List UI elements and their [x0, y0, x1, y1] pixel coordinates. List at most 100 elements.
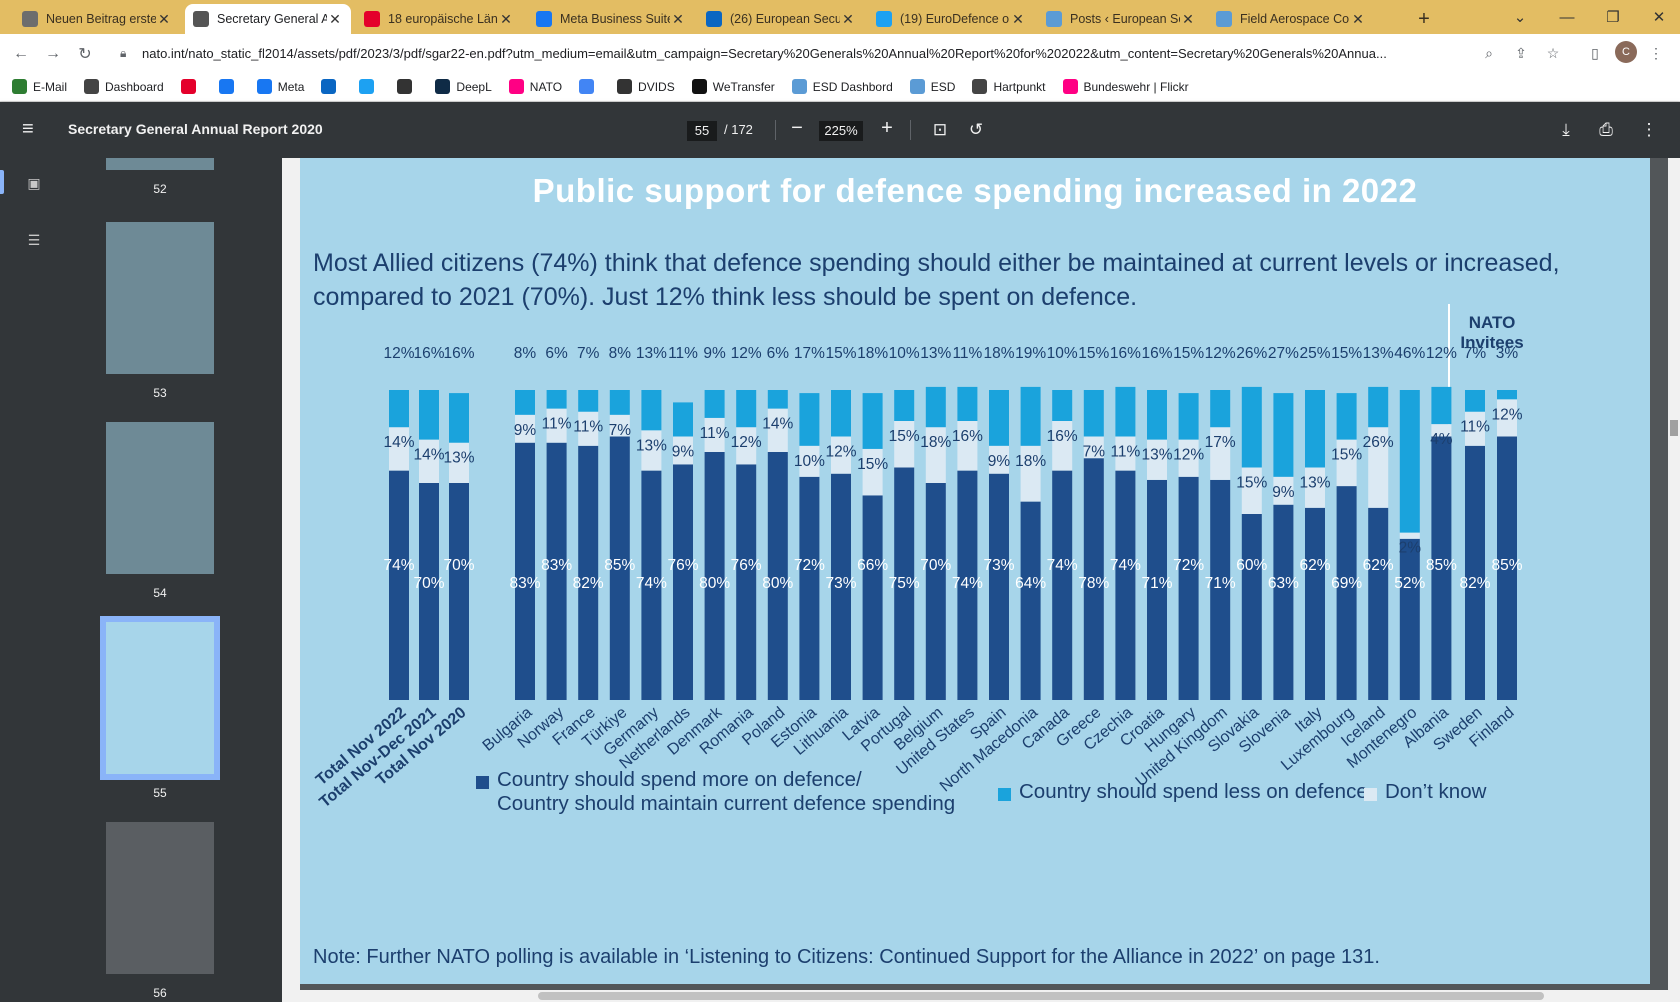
bar-dontknow: [578, 411, 599, 446]
minimize-icon[interactable]: —: [1559, 8, 1575, 26]
bar-dontknow: [389, 427, 409, 471]
bookmark-item[interactable]: Dashboard: [84, 79, 164, 94]
page-thumbnail[interactable]: [106, 158, 214, 170]
active-indicator: [0, 170, 4, 194]
zoom-in-icon[interactable]: +: [881, 117, 893, 139]
pdf-viewer[interactable]: Public support for defence spending incr…: [282, 158, 1680, 1002]
email-icon: [12, 79, 27, 94]
print-icon[interactable]: ⎙: [1599, 120, 1613, 139]
bookmark-item[interactable]: WeTransfer: [691, 79, 775, 94]
profile-avatar[interactable]: C: [1615, 41, 1637, 63]
bar-more: [1020, 501, 1041, 700]
sidebar-menu-icon[interactable]: ≡: [22, 118, 34, 140]
restore-icon[interactable]: ❐: [1606, 9, 1620, 26]
legend-more-label-2: Country should maintain current defence …: [497, 792, 956, 815]
close-tab-icon[interactable]: ✕: [842, 10, 854, 27]
bar-less: [767, 390, 788, 409]
bar-dontknow: [1273, 476, 1294, 505]
browser-toolbar: ← → ↻ 🔒︎ nato.int/nato_static_fl2014/ass…: [0, 34, 1680, 72]
close-tab-icon[interactable]: ✕: [1182, 10, 1194, 27]
bookmark-item[interactable]: [321, 79, 342, 94]
horizontal-scroll-thumb[interactable]: [538, 992, 1544, 1000]
document-title: Secretary General Annual Report 2020: [68, 121, 323, 137]
page-thumbnail[interactable]: [106, 422, 214, 574]
browser-tab[interactable]: Neuen Beitrag erstell ✕: [14, 4, 180, 34]
label-more: 85%: [604, 557, 635, 574]
browser-tab[interactable]: Field Aerospace Con ✕: [1208, 4, 1374, 34]
close-tab-icon[interactable]: ✕: [329, 10, 341, 27]
bookmark-item[interactable]: E-Mail: [12, 79, 67, 94]
close-tab-icon[interactable]: ✕: [1012, 10, 1024, 27]
bar-more: [894, 467, 915, 700]
browser-tab[interactable]: (19) EuroDefence on ✕: [868, 4, 1034, 34]
horizontal-scrollbar[interactable]: [282, 990, 1680, 1002]
fit-page-icon[interactable]: ⊡: [932, 120, 948, 139]
bookmark-item[interactable]: DeepL: [435, 79, 492, 94]
zoom-input[interactable]: 225%: [819, 121, 863, 141]
bookmark-item[interactable]: ESD: [909, 79, 955, 94]
tab-search-icon[interactable]: ⌄: [1513, 9, 1527, 26]
bookmark-item[interactable]: NATO: [508, 79, 562, 94]
bar-less: [1431, 386, 1452, 425]
zoom-out-icon[interactable]: −: [791, 117, 803, 139]
bookmark-star-icon[interactable]: ☆: [1546, 44, 1560, 61]
close-tab-icon[interactable]: ✕: [500, 10, 512, 27]
bookmark-item[interactable]: Meta: [256, 79, 304, 94]
forward-icon[interactable]: →: [45, 45, 61, 62]
browser-menu-icon[interactable]: ⋮: [1649, 44, 1663, 61]
bookmark-label: DeepL: [456, 79, 492, 94]
vertical-scrollbar[interactable]: [1668, 158, 1680, 990]
bookmark-item[interactable]: Hartpunkt: [972, 79, 1046, 94]
browser-tab[interactable]: Secretary General An ✕: [185, 4, 351, 34]
bookmark-item[interactable]: ESD Dashbord: [791, 79, 893, 94]
bookmark-item[interactable]: [218, 79, 240, 94]
new-tab-button[interactable]: +: [1418, 7, 1430, 30]
side-panel-icon[interactable]: ▯: [1591, 44, 1599, 61]
bookmark-item[interactable]: [579, 79, 600, 94]
label-less: 13%: [636, 345, 667, 362]
page-thumbnail[interactable]: [106, 222, 214, 374]
back-icon[interactable]: ←: [13, 45, 29, 62]
bookmark-item[interactable]: Bundeswehr | Flickr: [1062, 79, 1189, 94]
label-dontknow: 16%: [1047, 428, 1078, 445]
vertical-scroll-thumb[interactable]: [1670, 420, 1678, 436]
bookmark-item[interactable]: [359, 79, 380, 94]
close-tab-icon[interactable]: ✕: [1352, 10, 1364, 27]
bookmark-label: E-Mail: [33, 79, 68, 94]
close-tab-icon[interactable]: ✕: [158, 10, 170, 27]
outline-icon[interactable]: ☰: [27, 232, 41, 248]
bar-dontknow: [1210, 427, 1231, 480]
share-icon[interactable]: ⇪: [1515, 44, 1527, 61]
close-window-icon[interactable]: ✕: [1652, 9, 1666, 26]
more-actions-icon[interactable]: ⋮: [1640, 120, 1658, 139]
close-tab-icon[interactable]: ✕: [672, 10, 684, 27]
reload-icon[interactable]: ↻: [78, 46, 92, 63]
page-number-input[interactable]: 55: [687, 121, 717, 141]
browser-tab[interactable]: 18 europäische Länd ✕: [356, 4, 522, 34]
rotate-icon[interactable]: ↺: [968, 120, 984, 139]
bar-more: [1465, 445, 1485, 700]
url-text[interactable]: nato.int/nato_static_fl2014/assets/pdf/2…: [142, 45, 1387, 61]
lock-icon[interactable]: 🔒︎: [120, 45, 127, 60]
address-bar[interactable]: 🔒︎ nato.int/nato_static_fl2014/assets/pd…: [114, 38, 1546, 68]
label-dontknow: 15%: [857, 456, 888, 473]
bookmark-item[interactable]: [180, 79, 202, 94]
bookmark-label: WeTransfer: [712, 79, 775, 94]
bar-dontknow: [736, 427, 757, 465]
flickr-icon: [1062, 79, 1078, 94]
page-thumbnail[interactable]: [100, 616, 220, 780]
bar-dontknow: [609, 414, 630, 437]
thumbnails-icon[interactable]: ▣: [27, 175, 41, 191]
tab-strip: Neuen Beitrag erstell ✕ Secretary General …: [0, 0, 1680, 34]
bookmark-item[interactable]: DVIDS: [617, 79, 675, 94]
page-thumbnail[interactable]: [106, 822, 214, 974]
label-more: 85%: [1491, 557, 1522, 574]
bar-more: [1305, 507, 1325, 700]
bookmark-item[interactable]: [397, 79, 418, 94]
browser-tab[interactable]: Posts ‹ European Sec ✕: [1038, 4, 1204, 34]
browser-tab[interactable]: (26) European Securi ✕: [698, 4, 864, 34]
browser-tab[interactable]: Meta Business Suite ✕: [528, 4, 694, 34]
bar-dontknow: [1431, 424, 1452, 437]
download-icon[interactable]: ⤓: [1562, 120, 1570, 139]
zoom-icon[interactable]: ⌕: [1485, 44, 1493, 61]
